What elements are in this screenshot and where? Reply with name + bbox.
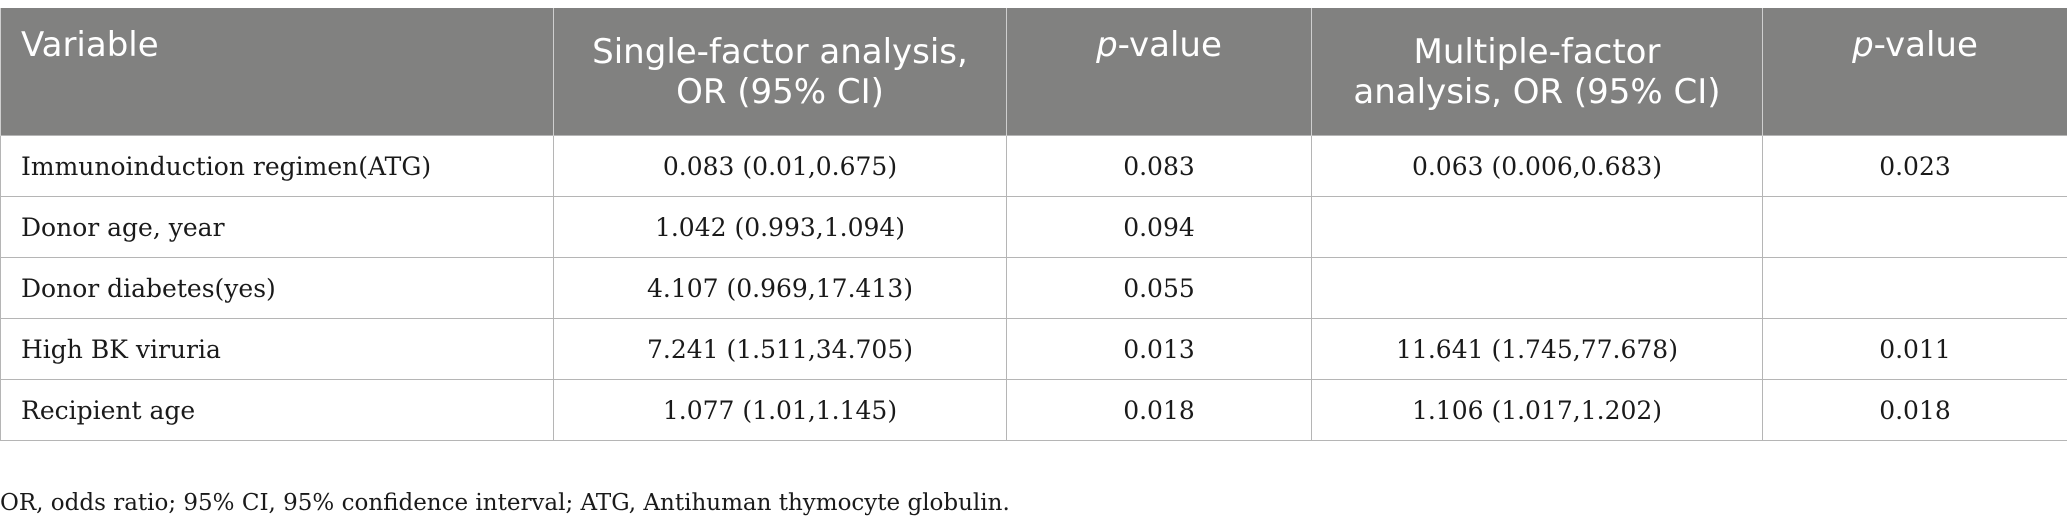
header-p2-italic: p <box>1852 25 1874 65</box>
header-multiple-factor: Multiple-factor analysis, OR (95% CI) <box>1311 8 1763 136</box>
cell-p-multi: 0.018 <box>1762 379 2067 441</box>
cell-variable: Immunoinduction regimen(ATG) <box>0 135 554 197</box>
header-row: Variable Single-factor analysis, OR (95%… <box>0 8 2067 136</box>
header-variable-label: Variable <box>21 25 159 65</box>
cell-variable: Recipient age <box>0 379 554 441</box>
header-p-value-single: p-value <box>1006 8 1312 136</box>
header-multi-line1: Multiple-factor <box>1413 31 1661 72</box>
table-footnote: OR, odds ratio; 95% CI, 95% confidence i… <box>0 490 1010 516</box>
cell-variable: Donor diabetes(yes) <box>0 257 554 319</box>
header-single-factor: Single-factor analysis, OR (95% CI) <box>553 8 1007 136</box>
header-p1-italic: p <box>1096 25 1118 65</box>
header-p1-rest: -value <box>1117 25 1222 65</box>
cell-multi-or <box>1311 257 1763 319</box>
cell-p-single: 0.083 <box>1006 135 1312 197</box>
cell-single-or: 7.241 (1.511,34.705) <box>553 318 1007 380</box>
header-p-value-multiple: p-value <box>1762 8 2067 136</box>
cell-single-or: 4.107 (0.969,17.413) <box>553 257 1007 319</box>
cell-single-or: 1.077 (1.01,1.145) <box>553 379 1007 441</box>
header-single-line2: OR (95% CI) <box>676 71 884 112</box>
header-variable: Variable <box>0 8 554 136</box>
table-row: Donor diabetes(yes) 4.107 (0.969,17.413)… <box>0 257 2067 319</box>
header-multi-line2: analysis, OR (95% CI) <box>1353 71 1721 112</box>
cell-multi-or <box>1311 196 1763 258</box>
regression-results-table: Variable Single-factor analysis, OR (95%… <box>0 8 2067 441</box>
cell-p-single: 0.094 <box>1006 196 1312 258</box>
cell-single-or: 1.042 (0.993,1.094) <box>553 196 1007 258</box>
table-row: High BK viruria 7.241 (1.511,34.705) 0.0… <box>0 318 2067 380</box>
table-body: Immunoinduction regimen(ATG) 0.083 (0.01… <box>0 135 2067 441</box>
cell-multi-or: 0.063 (0.006,0.683) <box>1311 135 1763 197</box>
cell-p-multi <box>1762 257 2067 319</box>
cell-multi-or: 1.106 (1.017,1.202) <box>1311 379 1763 441</box>
cell-single-or: 0.083 (0.01,0.675) <box>553 135 1007 197</box>
table-row: Donor age, year 1.042 (0.993,1.094) 0.09… <box>0 196 2067 258</box>
table-row: Recipient age 1.077 (1.01,1.145) 0.018 1… <box>0 379 2067 441</box>
header-p2-rest: -value <box>1873 25 1978 65</box>
cell-p-single: 0.018 <box>1006 379 1312 441</box>
cell-variable: High BK viruria <box>0 318 554 380</box>
table-row: Immunoinduction regimen(ATG) 0.083 (0.01… <box>0 135 2067 197</box>
cell-p-single: 0.055 <box>1006 257 1312 319</box>
cell-p-multi: 0.023 <box>1762 135 2067 197</box>
cell-p-multi: 0.011 <box>1762 318 2067 380</box>
table-header: Variable Single-factor analysis, OR (95%… <box>0 8 2067 136</box>
cell-p-multi <box>1762 196 2067 258</box>
header-single-line1: Single-factor analysis, <box>592 31 968 72</box>
cell-variable: Donor age, year <box>0 196 554 258</box>
cell-multi-or: 11.641 (1.745,77.678) <box>1311 318 1763 380</box>
cell-p-single: 0.013 <box>1006 318 1312 380</box>
results-table-container: Variable Single-factor analysis, OR (95%… <box>0 8 2067 441</box>
